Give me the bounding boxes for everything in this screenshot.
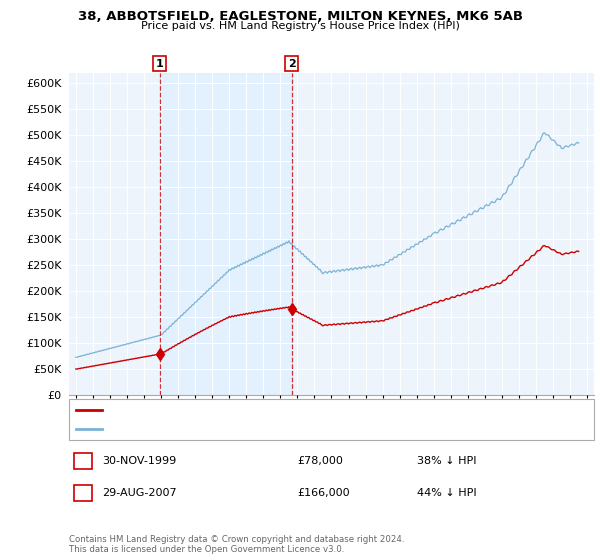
Text: Contains HM Land Registry data © Crown copyright and database right 2024.
This d: Contains HM Land Registry data © Crown c… xyxy=(69,535,404,554)
Text: 29-AUG-2007: 29-AUG-2007 xyxy=(102,488,176,498)
Text: HPI: Average price, detached house, Milton Keynes: HPI: Average price, detached house, Milt… xyxy=(107,424,361,433)
Text: 38, ABBOTSFIELD, EAGLESTONE, MILTON KEYNES, MK6 5AB (detached house): 38, ABBOTSFIELD, EAGLESTONE, MILTON KEYN… xyxy=(107,405,494,415)
Text: £78,000: £78,000 xyxy=(297,456,343,466)
Text: 38, ABBOTSFIELD, EAGLESTONE, MILTON KEYNES, MK6 5AB: 38, ABBOTSFIELD, EAGLESTONE, MILTON KEYN… xyxy=(77,10,523,22)
Text: 1: 1 xyxy=(156,59,164,69)
Text: Price paid vs. HM Land Registry's House Price Index (HPI): Price paid vs. HM Land Registry's House … xyxy=(140,21,460,31)
Text: 38% ↓ HPI: 38% ↓ HPI xyxy=(417,456,476,466)
Text: 2: 2 xyxy=(79,488,86,498)
Text: 2: 2 xyxy=(288,59,296,69)
Text: 44% ↓ HPI: 44% ↓ HPI xyxy=(417,488,476,498)
Text: 1: 1 xyxy=(79,456,86,466)
Bar xyxy=(160,73,292,395)
Text: £166,000: £166,000 xyxy=(297,488,350,498)
Text: 30-NOV-1999: 30-NOV-1999 xyxy=(102,456,176,466)
